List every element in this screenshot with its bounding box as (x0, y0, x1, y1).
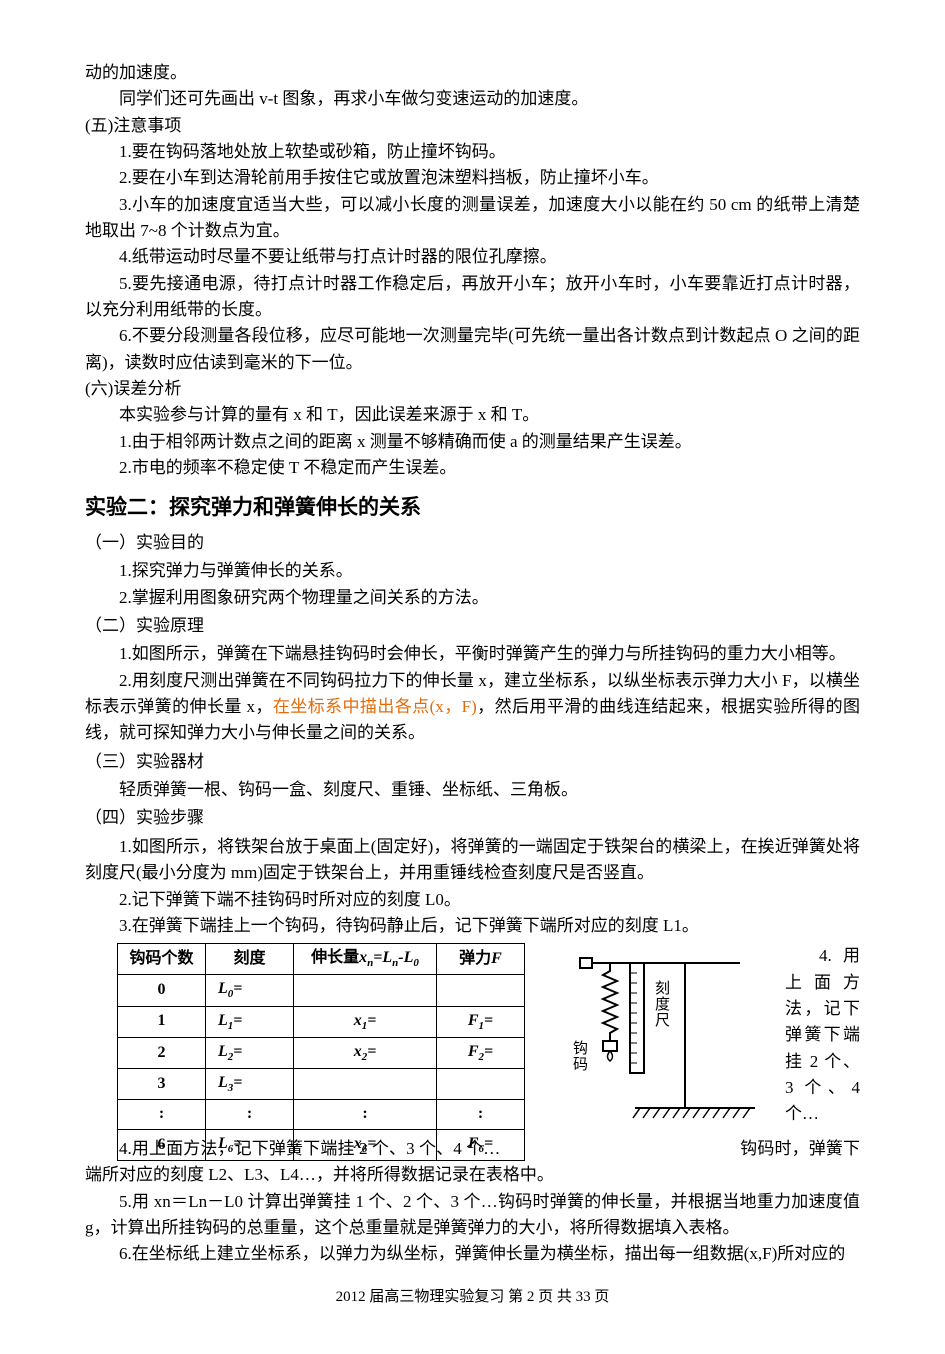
table-row: 3 L3= (118, 1069, 525, 1100)
list-item: 2.用刻度尺测出弹簧在不同钩码拉力下的伸长量 x，建立坐标系，以纵坐标表示弹力大… (85, 668, 860, 747)
list-item: 2.市电的频率不稳定使 T 不稳定而产生误差。 (85, 455, 860, 481)
list-item: 4.纸带运动时尽量不要让纸带与打点计时器的限位孔摩擦。 (85, 244, 860, 270)
cell: 2 (158, 1044, 166, 1061)
text-span: 伸长量 (311, 949, 359, 966)
cell: L1= (206, 1006, 294, 1037)
table-row: 1 L1= x1= F1= (118, 1006, 525, 1037)
table-header: 刻度 (206, 944, 294, 975)
page-footer: 2012 届高三物理实验复习 第 2 页 共 33 页 (85, 1286, 860, 1309)
table-header: 弹力F (437, 944, 525, 975)
heading-experiment-2: 实验二：探究弹力和弹簧伸长的关系 (85, 492, 860, 525)
text-span: 4.用上面方法，记下弹簧下端挂 2 个、3 个、4 个… (785, 946, 860, 1123)
section-label: （一）实验目的 (85, 530, 860, 556)
cell: F1= (437, 1006, 525, 1037)
paragraph: 本实验参与计算的量有 x 和 T，因此误差来源于 x 和 T。 (85, 402, 860, 428)
text-span: 4.用上面方法，记下弹簧下端挂 2 个、3 个、4 个… (119, 1139, 500, 1158)
list-item: 1.要在钩码落地处放上软垫或砂箱，防止撞坏钩码。 (85, 139, 860, 165)
list-item: 5.要先接通电源，待打点计时器工作稳定后，再放开小车；放开小车时，小车要靠近打点… (85, 271, 860, 324)
list-item: 1.探究弹力与弹簧伸长的关系。 (85, 558, 860, 584)
section-label: (六)误差分析 (85, 376, 860, 402)
cell: 3 (158, 1075, 166, 1092)
list-item: 2.记下弹簧下端不挂钩码时所对应的刻度 L0。 (85, 887, 860, 913)
list-item: 3.在弹簧下端挂上一个钩码，待钩码静止后，记下弹簧下端所对应的刻度 L1。 (85, 913, 860, 939)
table-header: 伸长量xn=Ln-L0 (294, 944, 437, 975)
diagram-label-weight: 钩码 (573, 1040, 588, 1073)
cell: 1 (158, 1012, 166, 1029)
list-item: 1.如图所示，将铁架台放于桌面上(固定好)，将弹簧的一端固定于铁架台的横梁上，在… (85, 834, 860, 887)
cell: L2= (206, 1037, 294, 1068)
list-item: 6.在坐标纸上建立坐标系，以弹力为纵坐标，弹簧伸长量为横坐标，描出每一组数据(x… (85, 1241, 860, 1267)
table-header-row: 钩码个数 刻度 伸长量xn=Ln-L0 弹力F (118, 944, 525, 975)
cell: : (362, 1105, 367, 1122)
list-item: 3.小车的加速度宜适当大些，可以减小长度的测量误差，加速度大小以能在约 50 c… (85, 192, 860, 245)
table-row: : : : : (118, 1100, 525, 1130)
table-row: 2 L2= x2= F2= (118, 1037, 525, 1068)
cell: 0 (158, 981, 166, 998)
cell: L3= (206, 1069, 294, 1100)
cell (294, 975, 437, 1006)
cell (437, 1069, 525, 1100)
diagram-label-ruler: 刻度尺 (655, 980, 670, 1029)
highlight-text: 在坐标系中描出各点(x，F) (273, 697, 477, 716)
table-header: 钩码个数 (118, 944, 206, 975)
list-item-4: 4.用上面方法，记下弹簧下端挂 2 个、3 个、4 个… 钩码时，弹簧下端所对应… (85, 1136, 860, 1189)
list-item: 2.掌握利用图象研究两个物理量之间关系的方法。 (85, 585, 860, 611)
list-item: 5.用 xn＝Ln－L0 计算出弹簧挂 1 个、2 个、3 个…钩码时弹簧的伸长… (85, 1189, 860, 1242)
text-span: 弹力 (459, 950, 491, 967)
cell: : (247, 1105, 252, 1122)
cell: L0= (206, 975, 294, 1006)
paragraph: 同学们还可先画出 v-t 图象，再求小车做匀变速运动的加速度。 (85, 86, 860, 112)
paragraph: 动的加速度。 (85, 60, 860, 86)
section-label: (五)注意事项 (85, 113, 860, 139)
section-label: （四）实验步骤 (85, 805, 860, 831)
list-item: 6.不要分段测量各段位移，应尽可能地一次测量完毕(可先统一量出各计数点到计数起点… (85, 323, 860, 376)
cell: x1= (294, 1006, 437, 1037)
cell: x2= (294, 1037, 437, 1068)
section-label: （二）实验原理 (85, 613, 860, 639)
formula: F (491, 950, 502, 967)
list-item: 1.如图所示，弹簧在下端悬挂钩码时会伸长，平衡时弹簧产生的弹力与所挂钩码的重力大… (85, 641, 860, 667)
spring-apparatus-diagram: 刻度尺 钩码 (555, 943, 785, 1133)
cell (437, 975, 525, 1006)
table-row: 0 L0= (118, 975, 525, 1006)
section-label: （三）实验器材 (85, 749, 860, 775)
cell: : (478, 1105, 483, 1122)
formula: xn=Ln-L0 (359, 949, 419, 966)
data-table: 钩码个数 刻度 伸长量xn=Ln-L0 弹力F 0 L0= 1 L1= (117, 943, 525, 1161)
paragraph: 轻质弹簧一根、钩码一盒、刻度尺、重锤、坐标纸、三角板。 (85, 777, 860, 803)
cell: : (159, 1105, 164, 1122)
cell: F2= (437, 1037, 525, 1068)
list-item: 1.由于相邻两计数点之间的距离 x 测量不够精确而使 a 的测量结果产生误差。 (85, 429, 860, 455)
list-item: 2.要在小车到达滑轮前用手按住它或放置泡沫塑料挡板，防止撞坏小车。 (85, 165, 860, 191)
cell (294, 1069, 437, 1100)
